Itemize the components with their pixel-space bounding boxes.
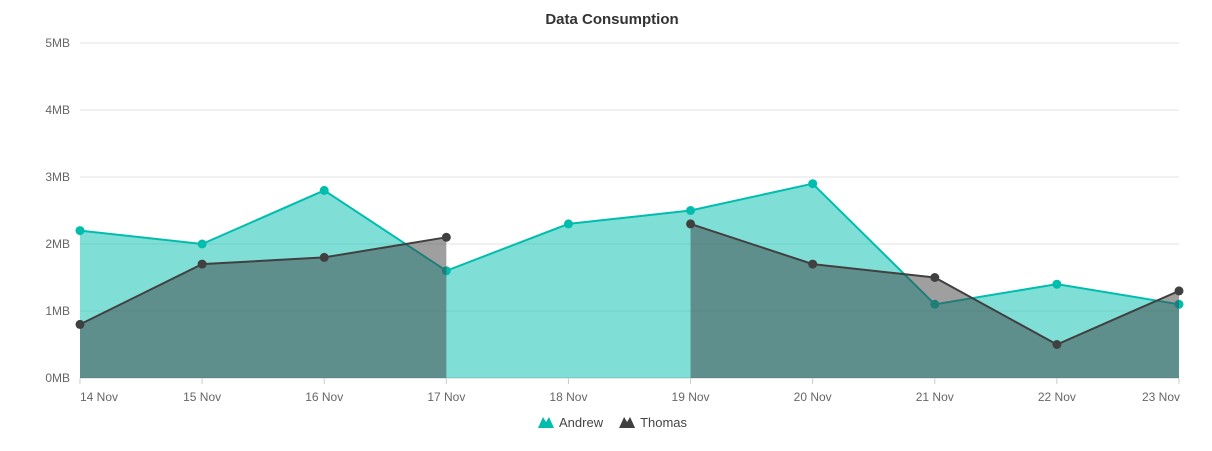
point-thomas[interactable] <box>808 259 818 269</box>
series-layer <box>75 179 1184 378</box>
y-tick-label: 3MB <box>45 170 70 184</box>
y-tick-label: 4MB <box>45 103 70 117</box>
x-tick-label: 15 Nov <box>183 390 221 404</box>
line-andrew <box>79 182 1180 306</box>
series-thomas <box>75 219 1184 378</box>
legend-area-icon <box>538 417 554 428</box>
point-andrew[interactable] <box>808 179 818 189</box>
y-tick-label: 1MB <box>45 304 70 318</box>
x-axis: 14 Nov 15 Nov 16 Nov 17 Nov 18 Nov 19 Nov 20 N… <box>79 377 1180 404</box>
point-thomas[interactable] <box>75 319 85 329</box>
x-tick-label: 16 Nov <box>305 390 343 404</box>
y-tick-label: 5MB <box>45 36 70 50</box>
point-andrew[interactable] <box>197 239 207 249</box>
x-tick-label: 14 Nov <box>80 390 118 404</box>
point-thomas[interactable] <box>1052 340 1062 349</box>
point-andrew[interactable] <box>563 219 573 229</box>
legend-item-thomas[interactable]: Thomas <box>619 415 688 430</box>
chart-title: Data Consumption <box>545 11 678 28</box>
point-thomas[interactable] <box>930 273 940 282</box>
point-andrew[interactable] <box>319 185 329 195</box>
x-tick-label: 20 Nov <box>794 390 832 404</box>
x-tick-label: 17 Nov <box>427 390 465 404</box>
point-andrew[interactable] <box>1052 279 1062 289</box>
legend-label: Andrew <box>559 415 604 430</box>
legend-label: Thomas <box>640 415 687 430</box>
y-tick-label: 0MB <box>45 371 70 385</box>
y-axis: 0MB 1MB 2MB 3MB 4MB 5MB <box>45 36 70 385</box>
line-thomas <box>79 236 447 326</box>
point-thomas[interactable] <box>319 252 329 262</box>
area-thomas <box>80 237 447 378</box>
x-tick-label: 18 Nov <box>549 390 587 404</box>
point-thomas[interactable] <box>1174 286 1184 296</box>
x-tick-label: 22 Nov <box>1038 390 1076 404</box>
point-thomas[interactable] <box>441 232 451 242</box>
x-tick-label: 19 Nov <box>672 390 710 404</box>
point-thomas[interactable] <box>197 259 207 269</box>
x-tick-label: 23 Nov <box>1142 390 1180 404</box>
point-andrew[interactable] <box>686 206 696 215</box>
x-tick-label: 21 Nov <box>916 390 954 404</box>
point-thomas[interactable] <box>686 219 696 229</box>
area-thomas <box>690 223 1179 378</box>
legend-item-andrew[interactable]: Andrew <box>538 415 604 430</box>
legend-area-icon <box>619 417 636 428</box>
y-tick-label: 2MB <box>45 237 70 251</box>
point-andrew[interactable] <box>75 226 85 236</box>
legend[interactable]: Andrew Thomas <box>538 415 688 430</box>
